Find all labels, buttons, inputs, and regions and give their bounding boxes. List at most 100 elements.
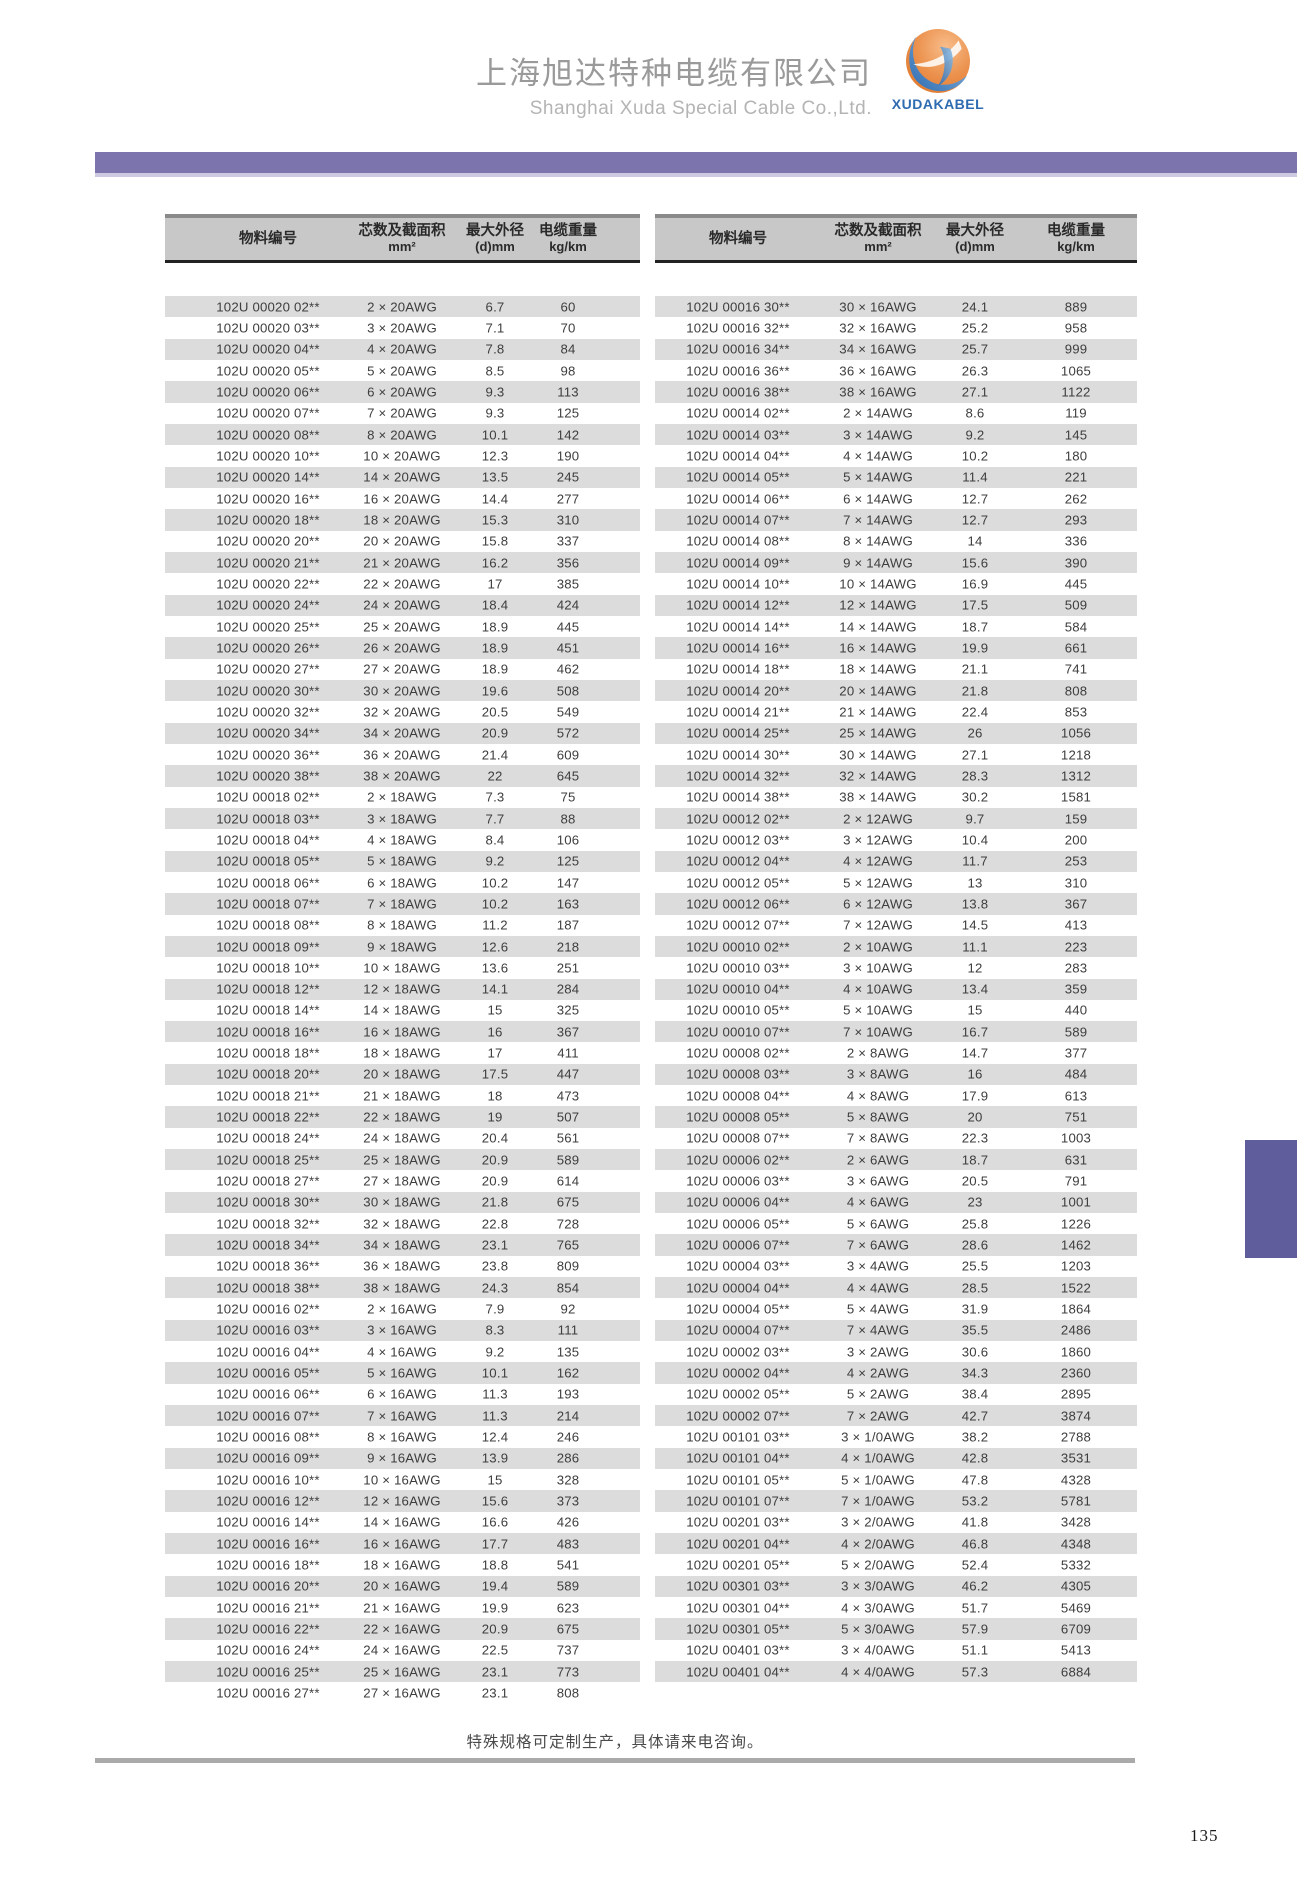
cell-weight: 4305 xyxy=(1060,1578,1092,1594)
cell-core-spec: 2 × 18AWG xyxy=(367,789,437,805)
cell-material-id: 102U 00010 04** xyxy=(686,981,790,997)
cell-weight: 613 xyxy=(1064,1088,1088,1104)
table-row: 102U 00016 32** 32 × 16AWG 25.2 958 xyxy=(655,317,1137,338)
table-row: 102U 00014 07** 7 × 14AWG 12.7 293 xyxy=(655,509,1137,531)
cell-material-id: 102U 00020 10** xyxy=(216,448,320,464)
cell-weight: 145 xyxy=(1064,427,1088,443)
table-row: 102U 00012 06** 6 × 12AWG 13.8 367 xyxy=(655,893,1137,915)
cell-weight: 623 xyxy=(556,1600,580,1616)
cell-weight: 661 xyxy=(1064,640,1088,656)
cell-core-spec: 34 × 18AWG xyxy=(363,1237,441,1253)
cell-material-id: 102U 00018 25** xyxy=(216,1152,320,1168)
cell-max-diameter: 9.2 xyxy=(485,853,505,869)
spec-table-left: 物料编号 芯数及截面积 mm² 最大外径 (d)mm 电缆重量 kg/km 102U … xyxy=(165,214,640,1704)
table-row: 102U 00020 20** 20 × 20AWG 15.8 337 xyxy=(165,531,640,552)
cell-max-diameter: 24.1 xyxy=(961,299,989,315)
cell-weight: 286 xyxy=(556,1450,580,1466)
col-header-material-id: 物料编号 xyxy=(709,230,767,247)
cell-core-spec: 4 × 8AWG xyxy=(846,1088,910,1104)
table-row: 102U 00014 03** 3 × 14AWG 9.2 145 xyxy=(655,423,1137,446)
cell-core-spec: 8 × 14AWG xyxy=(843,533,913,549)
cell-material-id: 102U 00201 04** xyxy=(686,1536,790,1552)
cell-core-spec: 3 × 6AWG xyxy=(846,1173,910,1189)
spec-table-right: 物料编号 芯数及截面积 mm² 最大外径 (d)mm 电缆重量 kg/km 102U … xyxy=(655,214,1137,1683)
cell-material-id: 102U 00020 21** xyxy=(216,555,320,571)
table-row: 102U 00020 25** 25 × 20AWG 18.9 445 xyxy=(165,616,640,637)
table-body-left: 102U 00020 02** 2 × 20AWG 6.7 60 102U 00020 … xyxy=(165,296,640,1704)
cell-max-diameter: 8.3 xyxy=(485,1322,505,1338)
cell-material-id: 102U 00006 03** xyxy=(686,1173,790,1189)
cell-max-diameter: 20.4 xyxy=(481,1130,509,1146)
cell-core-spec: 38 × 16AWG xyxy=(839,384,917,400)
table-row: 102U 00018 07** 7 × 18AWG 10.2 163 xyxy=(165,893,640,915)
cell-max-diameter: 12.3 xyxy=(481,448,509,464)
cell-weight: 359 xyxy=(1064,981,1088,997)
cell-weight: 5469 xyxy=(1060,1600,1092,1616)
cell-max-diameter: 22 xyxy=(487,768,503,784)
cell-material-id: 102U 00018 32** xyxy=(216,1216,320,1232)
table-row: 102U 00010 02** 2 × 10AWG 11.1 223 xyxy=(655,935,1137,958)
cell-max-diameter: 12 xyxy=(967,960,983,976)
cell-material-id: 102U 00018 22** xyxy=(216,1109,320,1125)
cell-max-diameter: 7.9 xyxy=(485,1301,505,1317)
table-row: 102U 00016 08** 8 × 16AWG 12.4 246 xyxy=(165,1426,640,1447)
cell-weight: 413 xyxy=(1064,917,1088,933)
table-row: 102U 00018 10** 10 × 18AWG 13.6 251 xyxy=(165,957,640,978)
cell-weight: 1003 xyxy=(1060,1130,1092,1146)
table-row: 102U 00008 04** 4 × 8AWG 17.9 613 xyxy=(655,1085,1137,1106)
cell-core-spec: 34 × 20AWG xyxy=(363,725,441,741)
cell-max-diameter: 18 xyxy=(487,1088,503,1104)
cell-weight: 808 xyxy=(1064,683,1088,699)
cell-material-id: 102U 00018 12** xyxy=(216,981,320,997)
cell-core-spec: 30 × 20AWG xyxy=(363,683,441,699)
cell-material-id: 102U 00016 22** xyxy=(216,1621,320,1637)
cell-core-spec: 7 × 10AWG xyxy=(843,1024,913,1040)
cell-material-id: 102U 00012 03** xyxy=(686,832,790,848)
cell-core-spec: 7 × 6AWG xyxy=(846,1237,910,1253)
table-row: 102U 00018 03** 3 × 18AWG 7.7 88 xyxy=(165,807,640,830)
cell-material-id: 102U 00016 14** xyxy=(216,1514,320,1530)
cell-core-spec: 3 × 14AWG xyxy=(843,427,913,443)
table-row: 102U 00018 09** 9 × 18AWG 12.6 218 xyxy=(165,935,640,958)
table-row: 102U 00016 20** 20 × 16AWG 19.4 589 xyxy=(165,1575,640,1598)
table-row: 102U 00301 05** 5 × 3/0AWG 57.9 6709 xyxy=(655,1618,1137,1640)
cell-core-spec: 32 × 16AWG xyxy=(839,320,917,336)
cell-material-id: 102U 00018 24** xyxy=(216,1130,320,1146)
cell-material-id: 102U 00018 06** xyxy=(216,875,320,891)
table-row: 102U 00016 21** 21 × 16AWG 19.9 623 xyxy=(165,1597,640,1618)
cell-material-id: 102U 00101 04** xyxy=(686,1450,790,1466)
table-row: 102U 00018 08** 8 × 18AWG 11.2 187 xyxy=(165,915,640,936)
cell-max-diameter: 22.4 xyxy=(961,704,989,720)
cell-material-id: 102U 00020 36** xyxy=(216,747,320,763)
cell-max-diameter: 17 xyxy=(487,576,503,592)
cell-weight: 541 xyxy=(556,1557,580,1573)
cell-max-diameter: 47.8 xyxy=(961,1472,989,1488)
cell-core-spec: 21 × 16AWG xyxy=(363,1600,441,1616)
cell-material-id: 102U 00016 34** xyxy=(686,341,790,357)
table-row: 102U 00016 07** 7 × 16AWG 11.3 214 xyxy=(165,1405,640,1427)
cell-weight: 4348 xyxy=(1060,1536,1092,1552)
cell-max-diameter: 9.3 xyxy=(485,384,505,400)
cell-weight: 6884 xyxy=(1060,1664,1092,1680)
table-row: 102U 00016 27** 27 × 16AWG 23.1 808 xyxy=(165,1682,640,1703)
cell-max-diameter: 26.3 xyxy=(961,363,989,379)
cell-max-diameter: 12.7 xyxy=(961,491,989,507)
table-row: 102U 00016 03** 3 × 16AWG 8.3 111 xyxy=(165,1319,640,1342)
cell-core-spec: 5 × 1/0AWG xyxy=(841,1472,915,1488)
cell-material-id: 102U 00018 16** xyxy=(216,1024,320,1040)
cell-core-spec: 2 × 6AWG xyxy=(846,1152,910,1168)
table-row: 102U 00018 18** 18 × 18AWG 17 411 xyxy=(165,1042,640,1063)
cell-max-diameter: 15 xyxy=(967,1002,983,1018)
cell-core-spec: 38 × 14AWG xyxy=(839,789,917,805)
table-row: 102U 00012 04** 4 × 12AWG 11.7 253 xyxy=(655,850,1137,872)
cell-weight: 373 xyxy=(556,1493,580,1509)
cell-weight: 367 xyxy=(556,1024,580,1040)
cell-max-diameter: 22.5 xyxy=(481,1642,509,1658)
cell-weight: 854 xyxy=(556,1280,580,1296)
cell-weight: 163 xyxy=(556,896,580,912)
cell-material-id: 102U 00401 03** xyxy=(686,1642,790,1658)
cell-material-id: 102U 00018 34** xyxy=(216,1237,320,1253)
cell-material-id: 102U 00020 06** xyxy=(216,384,320,400)
cell-weight: 6709 xyxy=(1060,1621,1092,1637)
